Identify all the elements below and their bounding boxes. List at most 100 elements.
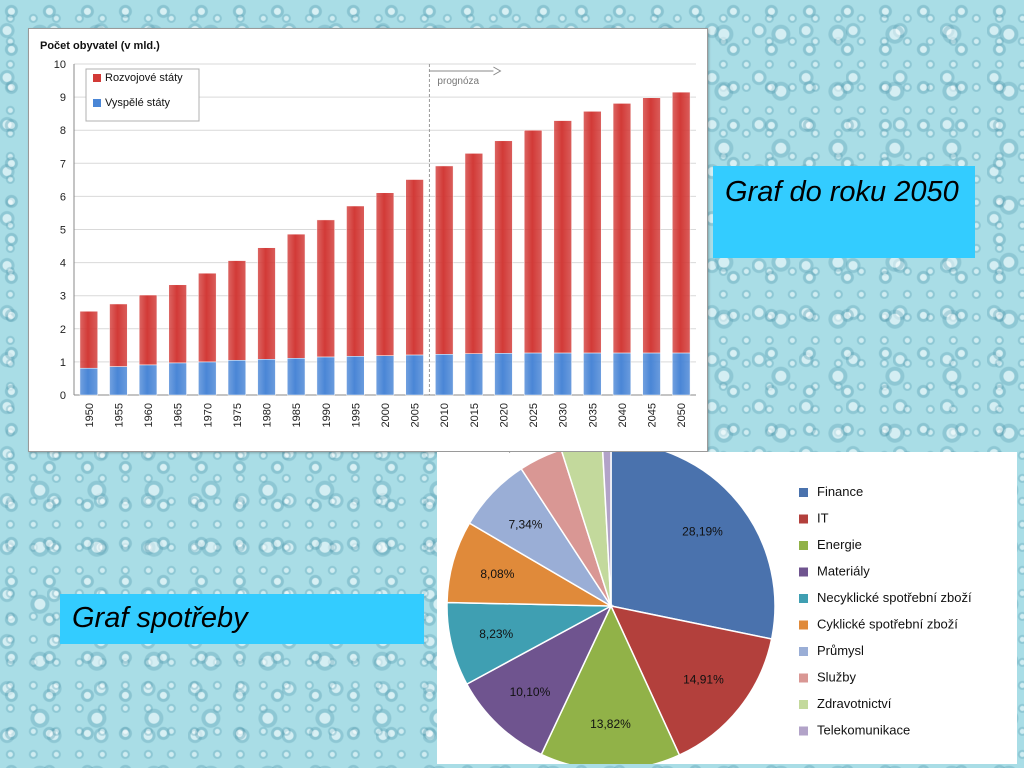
- pie-legend-label: Telekomunikace: [817, 723, 910, 738]
- y-tick-label: 1: [60, 357, 66, 369]
- bar-developed-2050: [672, 352, 691, 396]
- pie-legend-swatch-2: [799, 541, 808, 550]
- x-tick-label: 2025: [528, 403, 540, 427]
- pie-legend-label: Služby: [817, 670, 857, 685]
- bar-developing-2010: [435, 165, 454, 355]
- bar-developing-1960: [138, 294, 158, 366]
- bar-developed-1995: [346, 356, 365, 396]
- y-tick-label: 6: [60, 191, 66, 203]
- legend-label: Rozvojové státy: [105, 72, 183, 84]
- y-tick-label: 5: [60, 225, 66, 237]
- bar-developed-1985: [287, 358, 306, 396]
- y-tick-label: 10: [54, 59, 66, 71]
- bar-developing-2040: [612, 103, 632, 354]
- x-tick-label: 1960: [143, 403, 155, 427]
- pie-legend-swatch-5: [799, 620, 808, 630]
- pie-data-label: 14,91%: [683, 672, 724, 686]
- pie-legend-swatch-9: [799, 726, 808, 736]
- bar-developed-2025: [523, 352, 543, 396]
- x-tick-label: 2040: [617, 403, 629, 427]
- pie-slice-2: [540, 604, 681, 764]
- pie-legend-swatch-7: [799, 673, 808, 683]
- pie-slice-1: [609, 604, 773, 757]
- pie-legend-swatch-4: [799, 594, 808, 603]
- bar-developed-2045: [642, 352, 661, 396]
- bar-developing-2015: [464, 153, 483, 354]
- bar-developing-2000: [375, 192, 395, 356]
- pie-slice-9: [602, 452, 612, 607]
- x-tick-label: 1950: [84, 403, 96, 427]
- bar-developing-2045: [642, 97, 661, 354]
- pie-legend-label: Finance: [817, 484, 863, 499]
- forecast-label: prognóza: [437, 76, 479, 87]
- bar-developed-2000: [375, 355, 395, 396]
- bar-developing-1970: [198, 272, 217, 363]
- bar-developed-2035: [583, 352, 602, 396]
- legend-box: [85, 68, 200, 122]
- bar-developing-1995: [346, 205, 365, 357]
- bar-developing-2020: [494, 140, 513, 354]
- x-tick-label: 1975: [232, 403, 244, 427]
- pie-legend-swatch-0: [799, 488, 808, 497]
- pie-legend-label: Energie: [817, 537, 862, 552]
- legend-swatch-1: [93, 74, 101, 82]
- bar-developed-1960: [138, 364, 158, 396]
- consumption-pie-chart: 28,19% 14,91% 13,82% 10,10% 8,23% 8,08% 7,34% 4…: [437, 452, 1017, 764]
- pie-legend-label: Cyklické spotřební zboží: [817, 617, 958, 632]
- pie-data-label: 8,23%: [479, 627, 513, 641]
- bar-developed-2040: [612, 352, 632, 396]
- forecast-arrow-head: [493, 66, 502, 76]
- x-tick-label: 2000: [380, 403, 392, 427]
- y-tick-label: 9: [60, 92, 66, 104]
- pie-slice-3: [465, 604, 613, 756]
- bar-developed-1955: [109, 366, 128, 396]
- pie-data-label: 8,08%: [480, 567, 514, 581]
- callout-pie-chart: Graf spotřeby: [60, 594, 424, 644]
- legend-label: Vyspělé státy: [105, 97, 171, 109]
- pie-legend-swatch-3: [799, 567, 808, 577]
- pie-legend-swatch-8: [799, 700, 808, 709]
- x-tick-label: 1970: [202, 403, 214, 427]
- bar-developing-1980: [257, 247, 276, 360]
- bar-developing-2030: [553, 120, 572, 354]
- legend: Rozvojové státy Vyspělé státy: [85, 68, 200, 122]
- x-tick-label: 2045: [647, 403, 659, 427]
- y-tick-label: 2: [60, 324, 66, 336]
- pie-chart-svg: 28,19% 14,91% 13,82% 10,10% 8,23% 8,08% 7,34% 4…: [446, 452, 972, 764]
- pie-legend-swatch-6: [799, 647, 808, 656]
- bar-developed-1980: [257, 359, 276, 396]
- bar-developed-2005: [405, 354, 424, 396]
- x-tick-label: 1995: [350, 403, 362, 427]
- x-tick-label: 2035: [587, 403, 599, 427]
- x-tick-label: 2005: [410, 403, 422, 427]
- pie-legend-label: Průmysl: [817, 643, 864, 658]
- x-tick-label: 2020: [498, 403, 510, 427]
- population-bar-chart: Počet obyvatel (v mld.) 0 1 2 3 4 5 6 7 8 9 10 progn…: [28, 28, 708, 452]
- pie-legend-label: Zdravotnictví: [817, 696, 892, 711]
- bar-developing-2050: [672, 91, 691, 354]
- pie-slice-7: [520, 452, 612, 607]
- pie-data-label: 7,34%: [508, 518, 542, 532]
- bar-developed-1970: [198, 361, 217, 396]
- bar-developed-2020: [494, 353, 513, 396]
- pie-legend-label: IT: [817, 511, 829, 526]
- legend-swatch-0: [93, 99, 101, 107]
- chart-title: Počet obyvatel (v mld.): [40, 40, 160, 52]
- pie-legend-label: Materiály: [817, 564, 870, 579]
- bar-developed-1950: [79, 367, 98, 396]
- y-tick-label: 8: [60, 125, 66, 137]
- y-tick-label: 0: [60, 390, 66, 402]
- x-tick-label: 1955: [113, 403, 125, 427]
- bar-developing-2025: [523, 129, 543, 354]
- x-tick-label: 2050: [676, 403, 688, 427]
- bar-developed-1965: [168, 362, 187, 396]
- callout-bar-chart: Graf do roku 2050: [713, 166, 975, 258]
- bar-developing-1955: [109, 303, 128, 367]
- y-tick-label: 4: [60, 258, 66, 270]
- pie-slice-0: [610, 452, 776, 640]
- x-tick-label: 1980: [262, 403, 274, 427]
- y-tick-label: 3: [60, 291, 66, 303]
- pie-data-label: 4,31%: [501, 452, 535, 454]
- bar-developing-1975: [227, 260, 247, 361]
- bar-developing-1990: [316, 219, 335, 358]
